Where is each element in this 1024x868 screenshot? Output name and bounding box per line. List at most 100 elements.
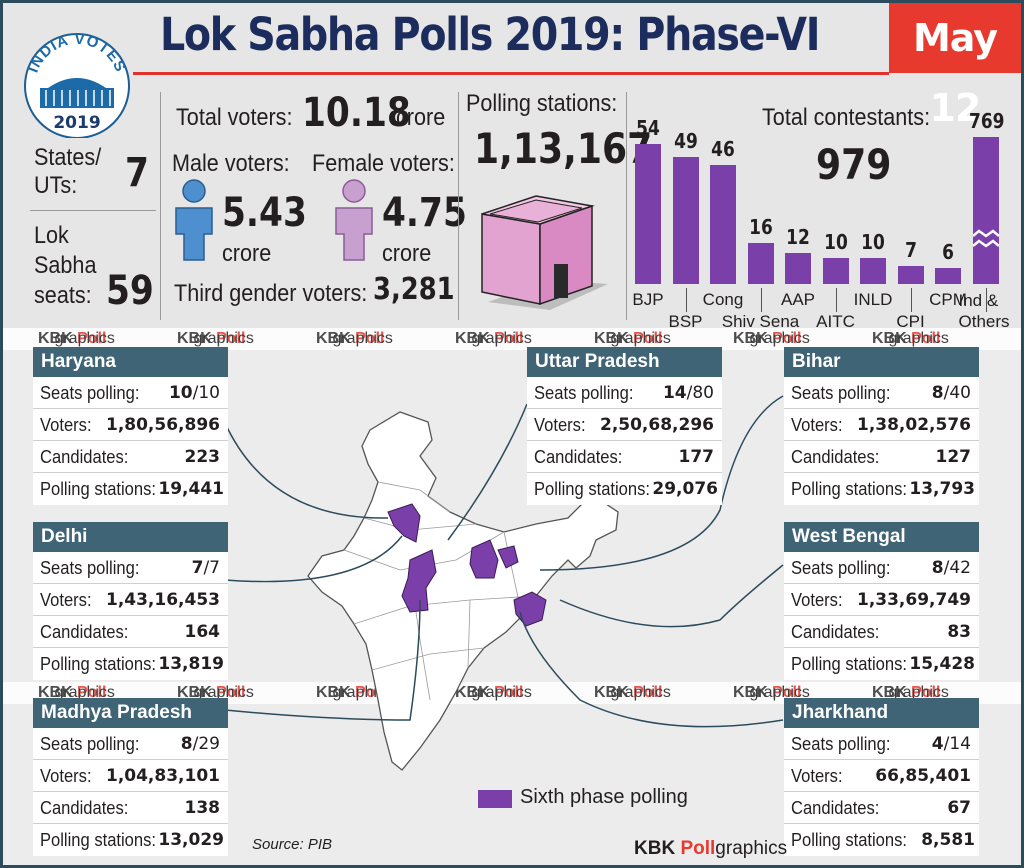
bar-category-label: BJP — [632, 290, 664, 309]
candidates-value: 127 — [935, 447, 972, 467]
state-card-uttar-pradesh: Uttar Pradesh Seats polling: 14/80 Voters: 2… — [527, 347, 722, 505]
states-label-2: UTs: — [34, 172, 78, 199]
candidates-row: Candidates: 138 — [33, 792, 228, 824]
voters-value: 1,04,83,101 — [105, 766, 220, 786]
divider — [626, 92, 627, 320]
legend-swatch — [478, 790, 512, 808]
credit-brand-a: KBK — [634, 838, 681, 859]
male-voter-icon — [175, 179, 213, 261]
stations-value: 15,428 — [909, 654, 975, 674]
state-name: Haryana — [33, 347, 228, 377]
candidates-label: Candidates: — [40, 447, 129, 467]
total-voters-label: Total voters: — [176, 104, 293, 131]
watermark-text: KBK Pollgraphics — [38, 684, 115, 701]
bar-category-label: AAP — [780, 290, 816, 309]
candidates-value: 67 — [947, 798, 971, 818]
third-gender-value: 3,281 — [373, 272, 455, 307]
bar-inld — [860, 258, 886, 284]
seats-label-1: Lok — [34, 222, 69, 249]
voters-row: Voters: 66,85,401 — [784, 760, 979, 792]
candidates-row: Candidates: 83 — [784, 616, 979, 648]
seats-row: Seats polling: 8/29 — [33, 728, 228, 760]
voters-value: 1,43,16,453 — [105, 590, 220, 610]
candidates-label: Candidates: — [40, 798, 129, 818]
seats-row: Seats polling: 10/10 — [33, 377, 228, 409]
seats-label: Seats polling: — [791, 558, 891, 578]
seats-polling: 8 — [931, 383, 944, 403]
source-note: Source: PIB — [252, 836, 333, 853]
polling-stations-value: 1,13,167 — [474, 124, 653, 173]
credit: KBK Pollgraphics — [634, 838, 787, 860]
credit-brand-c: graphics — [715, 838, 788, 859]
stations-row: Polling stations: 13,819 — [33, 648, 228, 680]
voters-row: Voters: 1,04,83,101 — [33, 760, 228, 792]
voters-row: Voters: 1,43,16,453 — [33, 584, 228, 616]
voters-value: 1,33,69,749 — [856, 590, 971, 610]
voters-label: Voters: — [791, 415, 843, 435]
seats-label: Seats polling: — [40, 734, 140, 754]
bar-category-label: INLD — [853, 290, 893, 309]
watermark-text: KBK Pollgraphics — [455, 330, 532, 347]
candidates-value: 223 — [184, 447, 221, 467]
seats-polling: 8 — [931, 558, 944, 578]
bar-value-label: 6 — [942, 240, 954, 264]
state-card-jharkhand: Jharkhand Seats polling: 4/14 Voters: 66,85,… — [784, 698, 979, 856]
bar-category-label: AITC — [816, 312, 855, 331]
stations-label: Polling stations: — [791, 830, 907, 850]
seats-value: 7/7 — [192, 552, 220, 584]
state-card-madhya-pradesh: Madhya Pradesh Seats polling: 8/29 Voters: 1… — [33, 698, 228, 856]
seats-value: 8/40 — [932, 377, 971, 409]
voters-value: 1,38,02,576 — [856, 415, 971, 435]
seats-row: Seats polling: 4/14 — [784, 728, 979, 760]
bar-category-label: Ind & Others — [958, 291, 1010, 331]
stations-value: 13,029 — [158, 830, 224, 850]
bar-category-label: Shiv Sena — [721, 312, 800, 331]
bar-value-label: 54 — [636, 116, 660, 140]
seats-value: 8/29 — [181, 728, 220, 760]
stations-row: Polling stations: 13,793 — [784, 473, 979, 505]
state-name: Jharkhand — [784, 698, 979, 728]
candidates-row: Candidates: 67 — [784, 792, 979, 824]
region-madhya-pradesh — [401, 549, 437, 613]
stations-value: 13,793 — [909, 479, 975, 499]
bar-cong — [710, 165, 736, 284]
watermark-band: KBK Pollgraphics KBK Pollgraphics KBK Poll… — [3, 328, 1021, 350]
bar-value-label: 10 — [861, 230, 885, 254]
divider — [458, 92, 459, 320]
bar-value-label: 49 — [673, 129, 698, 153]
total-voters-unit: crore — [396, 104, 446, 131]
seats-label: Seats polling: — [40, 558, 140, 578]
seats-label-3: seats: — [34, 282, 92, 309]
male-voters-label: Male voters: — [172, 150, 290, 177]
bar-cpi — [897, 266, 924, 284]
bar-value-label: 769 — [968, 109, 1004, 133]
watermark-text: KBK Pollgraphics — [316, 330, 393, 347]
seats-label: Seats polling: — [791, 383, 891, 403]
candidates-label: Candidates: — [791, 447, 880, 467]
voters-label: Voters: — [791, 766, 843, 786]
page-title: Lok Sabha Polls 2019: Phase-VI — [160, 8, 820, 61]
legend-label: Sixth phase polling — [520, 786, 688, 808]
total-contestants-value: 979 — [816, 140, 892, 189]
seats-total: /80 — [686, 383, 714, 403]
stations-row: Polling stations: 13,029 — [33, 824, 228, 856]
candidates-row: Candidates: 127 — [784, 441, 979, 473]
watermark-text: KBK Pollgraphics — [733, 684, 810, 701]
states-label: States/ — [34, 144, 102, 171]
seats-total: /40 — [943, 383, 971, 403]
candidates-label: Candidates: — [40, 622, 129, 642]
watermark-text: KBK Pollgraphics — [594, 684, 671, 701]
state-name: Delhi — [33, 522, 228, 552]
candidates-label: Candidates: — [791, 622, 880, 642]
state-card-haryana: Haryana Seats polling: 10/10 Voters: 1,80,56… — [33, 347, 228, 505]
state-card-bihar: Bihar Seats polling: 8/40 Voters: 1,38,02,57… — [784, 347, 979, 505]
seats-total: /42 — [943, 558, 971, 578]
stations-value: 8,581 — [921, 830, 975, 850]
divider — [30, 210, 156, 211]
candidates-value: 164 — [184, 622, 221, 642]
stations-label: Polling stations: — [40, 830, 156, 850]
seats-label: Seats polling: — [534, 383, 634, 403]
seats-total: /14 — [943, 734, 971, 754]
watermark-text: KBK Pollgraphics — [594, 330, 671, 347]
